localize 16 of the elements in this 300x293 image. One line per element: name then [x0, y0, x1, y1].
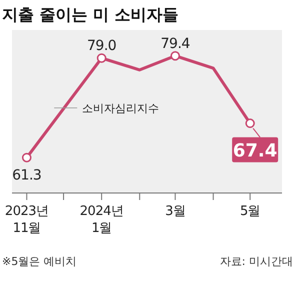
- chart-title: 지출 줄이는 미 소비자들: [2, 5, 179, 24]
- data-label: 79.4: [160, 36, 190, 52]
- data-label: 67.4: [232, 140, 278, 162]
- series-label: 소비자심리지수: [82, 102, 160, 115]
- point: [96, 53, 106, 63]
- point: [170, 51, 180, 61]
- data-label: 79.0: [87, 38, 116, 54]
- text: 자료: 미시간대: [220, 255, 293, 268]
- x-tick-label: 5월: [240, 204, 260, 219]
- x-tick-label: 3월: [165, 204, 186, 219]
- text: ※5월은 예비치: [2, 255, 77, 268]
- data-label: 61.3: [12, 168, 42, 184]
- x-tick-label: 2023년 11월: [4, 204, 49, 236]
- point: [245, 118, 255, 128]
- point: [22, 152, 32, 162]
- x-tick-label: 2024년 1월: [80, 204, 124, 236]
